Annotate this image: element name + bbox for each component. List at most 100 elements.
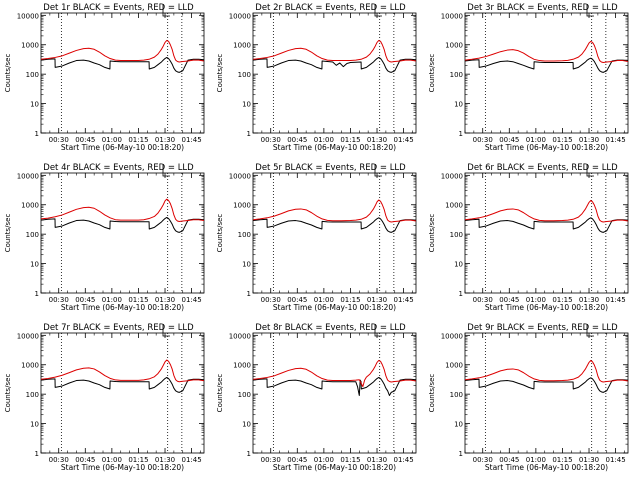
y-tick-label: 1 — [247, 130, 251, 138]
y-tick-label: 1 — [35, 130, 39, 138]
x-tick-label: 01:45 — [182, 456, 202, 464]
events-series-line — [465, 217, 628, 233]
plot-frame — [464, 12, 629, 134]
x-tick-label: 01:30 — [155, 456, 175, 464]
x-axis-label: Start Time (06-May-10 00:18:20) — [273, 143, 396, 152]
x-tick-label: 01:30 — [367, 456, 387, 464]
x-tick-label: 01:30 — [367, 136, 387, 144]
panel-det-8: Det 8r BLACK = Events, RED = LLD 1 10 100 10… — [216, 323, 417, 472]
y-tick-label: 10 — [454, 101, 463, 109]
y-tick-label: 10 — [454, 261, 463, 269]
x-tick-label: 01:15 — [340, 136, 360, 144]
x-axis-label: Start Time (06-May-10 00:18:20) — [273, 463, 396, 472]
x-tick-label: 01:45 — [606, 136, 626, 144]
y-tick-label: 10 — [30, 421, 39, 429]
panel-det-3: Det 3r BLACK = Events, RED = LLD 1 10 100 10… — [428, 3, 629, 152]
y-axis-label: Counts/sec — [4, 374, 12, 413]
y-tick-label: 100 — [450, 231, 463, 239]
x-tick-label: 00:45 — [75, 136, 95, 144]
y-tick-label: 10000 — [441, 12, 463, 20]
x-tick-label: 00:45 — [287, 296, 307, 304]
plot-frame — [464, 172, 629, 294]
panel-title: Det 5r BLACK = Events, RED = LLD — [255, 163, 406, 173]
panel-title: Det 9r BLACK = Events, RED = LLD — [467, 323, 618, 333]
panel-det-4: Det 4r BLACK = Events, RED = LLD 1 10 100 10… — [4, 163, 205, 312]
y-tick-label: 1000 — [233, 42, 251, 50]
y-tick-label: 1 — [35, 450, 39, 458]
y-tick-label: 1000 — [21, 42, 39, 50]
x-axis-label: Start Time (06-May-10 00:18:20) — [485, 143, 608, 152]
x-tick-label: 00:45 — [499, 456, 519, 464]
x-tick-label: 01:15 — [552, 456, 572, 464]
x-tick-label: 01:30 — [579, 296, 599, 304]
y-tick-label: 10 — [242, 101, 251, 109]
x-tick-label: 00:30 — [473, 456, 493, 464]
x-tick-label: 00:30 — [261, 456, 281, 464]
y-tick-label: 100 — [26, 391, 39, 399]
x-axis-label: Start Time (06-May-10 00:18:20) — [61, 463, 184, 472]
x-tick-label: 01:15 — [340, 296, 360, 304]
x-tick-label: 00:30 — [49, 296, 69, 304]
panel-title: Det 8r BLACK = Events, RED = LLD — [255, 323, 406, 333]
y-axis-label: Counts/sec — [4, 214, 12, 253]
lld-series-line — [41, 198, 204, 222]
y-axis-label: Counts/sec — [4, 54, 12, 93]
y-axis-label: Counts/sec — [428, 374, 436, 413]
y-tick-label: 1 — [247, 450, 251, 458]
x-tick-label: 01:00 — [314, 456, 334, 464]
plot-frame — [40, 172, 205, 294]
x-tick-label: 01:15 — [340, 456, 360, 464]
x-tick-label: 00:30 — [261, 296, 281, 304]
x-tick-label: 00:45 — [287, 456, 307, 464]
x-tick-label: 00:30 — [473, 296, 493, 304]
events-series-line — [41, 56, 204, 73]
y-tick-label: 1000 — [233, 202, 251, 210]
y-tick-label: 100 — [450, 71, 463, 79]
panel-det-6: Det 6r BLACK = Events, RED = LLD 1 10 100 10… — [428, 163, 629, 312]
y-tick-label: 100 — [238, 231, 251, 239]
y-tick-label: 100 — [26, 71, 39, 79]
panel-det-5: Det 5r BLACK = Events, RED = LLD 1 10 100 10… — [216, 163, 417, 312]
y-tick-label: 1000 — [233, 362, 251, 370]
y-tick-label: 1000 — [445, 362, 463, 370]
x-axis-label: Start Time (06-May-10 00:18:20) — [273, 303, 396, 312]
x-tick-label: 01:15 — [552, 296, 572, 304]
x-tick-label: 01:15 — [552, 136, 572, 144]
x-tick-label: 00:30 — [49, 456, 69, 464]
events-series-line — [41, 216, 204, 233]
y-axis-label: Counts/sec — [428, 214, 436, 253]
events-series-line — [465, 377, 628, 393]
y-tick-label: 100 — [238, 71, 251, 79]
lld-series-line — [41, 359, 204, 383]
x-tick-label: 01:00 — [314, 136, 334, 144]
events-series-line — [41, 376, 204, 393]
panel-title: Det 6r BLACK = Events, RED = LLD — [467, 163, 618, 173]
x-tick-label: 01:00 — [526, 456, 546, 464]
x-tick-label: 01:45 — [394, 136, 414, 144]
x-tick-label: 01:15 — [128, 296, 148, 304]
x-tick-label: 01:45 — [606, 296, 626, 304]
y-tick-label: 10000 — [229, 12, 251, 20]
y-tick-label: 10 — [30, 101, 39, 109]
y-tick-label: 10000 — [229, 332, 251, 340]
y-tick-label: 100 — [238, 391, 251, 399]
y-tick-label: 1000 — [445, 202, 463, 210]
panel-title: Det 1r BLACK = Events, RED = LLD — [43, 3, 194, 13]
y-tick-label: 10000 — [229, 172, 251, 180]
x-tick-label: 01:45 — [394, 296, 414, 304]
lld-series-line — [253, 199, 416, 223]
y-tick-label: 10 — [242, 261, 251, 269]
y-tick-label: 1000 — [21, 202, 39, 210]
x-axis-label: Start Time (06-May-10 00:18:20) — [61, 143, 184, 152]
x-tick-label: 01:45 — [606, 456, 626, 464]
x-tick-label: 01:00 — [102, 456, 122, 464]
x-tick-label: 00:45 — [75, 296, 95, 304]
y-axis-label: Counts/sec — [428, 54, 436, 93]
x-tick-label: 01:30 — [579, 136, 599, 144]
y-tick-label: 100 — [450, 391, 463, 399]
panel-title: Det 3r BLACK = Events, RED = LLD — [467, 3, 618, 13]
x-tick-label: 01:00 — [314, 296, 334, 304]
y-tick-label: 1 — [459, 450, 463, 458]
y-tick-label: 1000 — [21, 362, 39, 370]
